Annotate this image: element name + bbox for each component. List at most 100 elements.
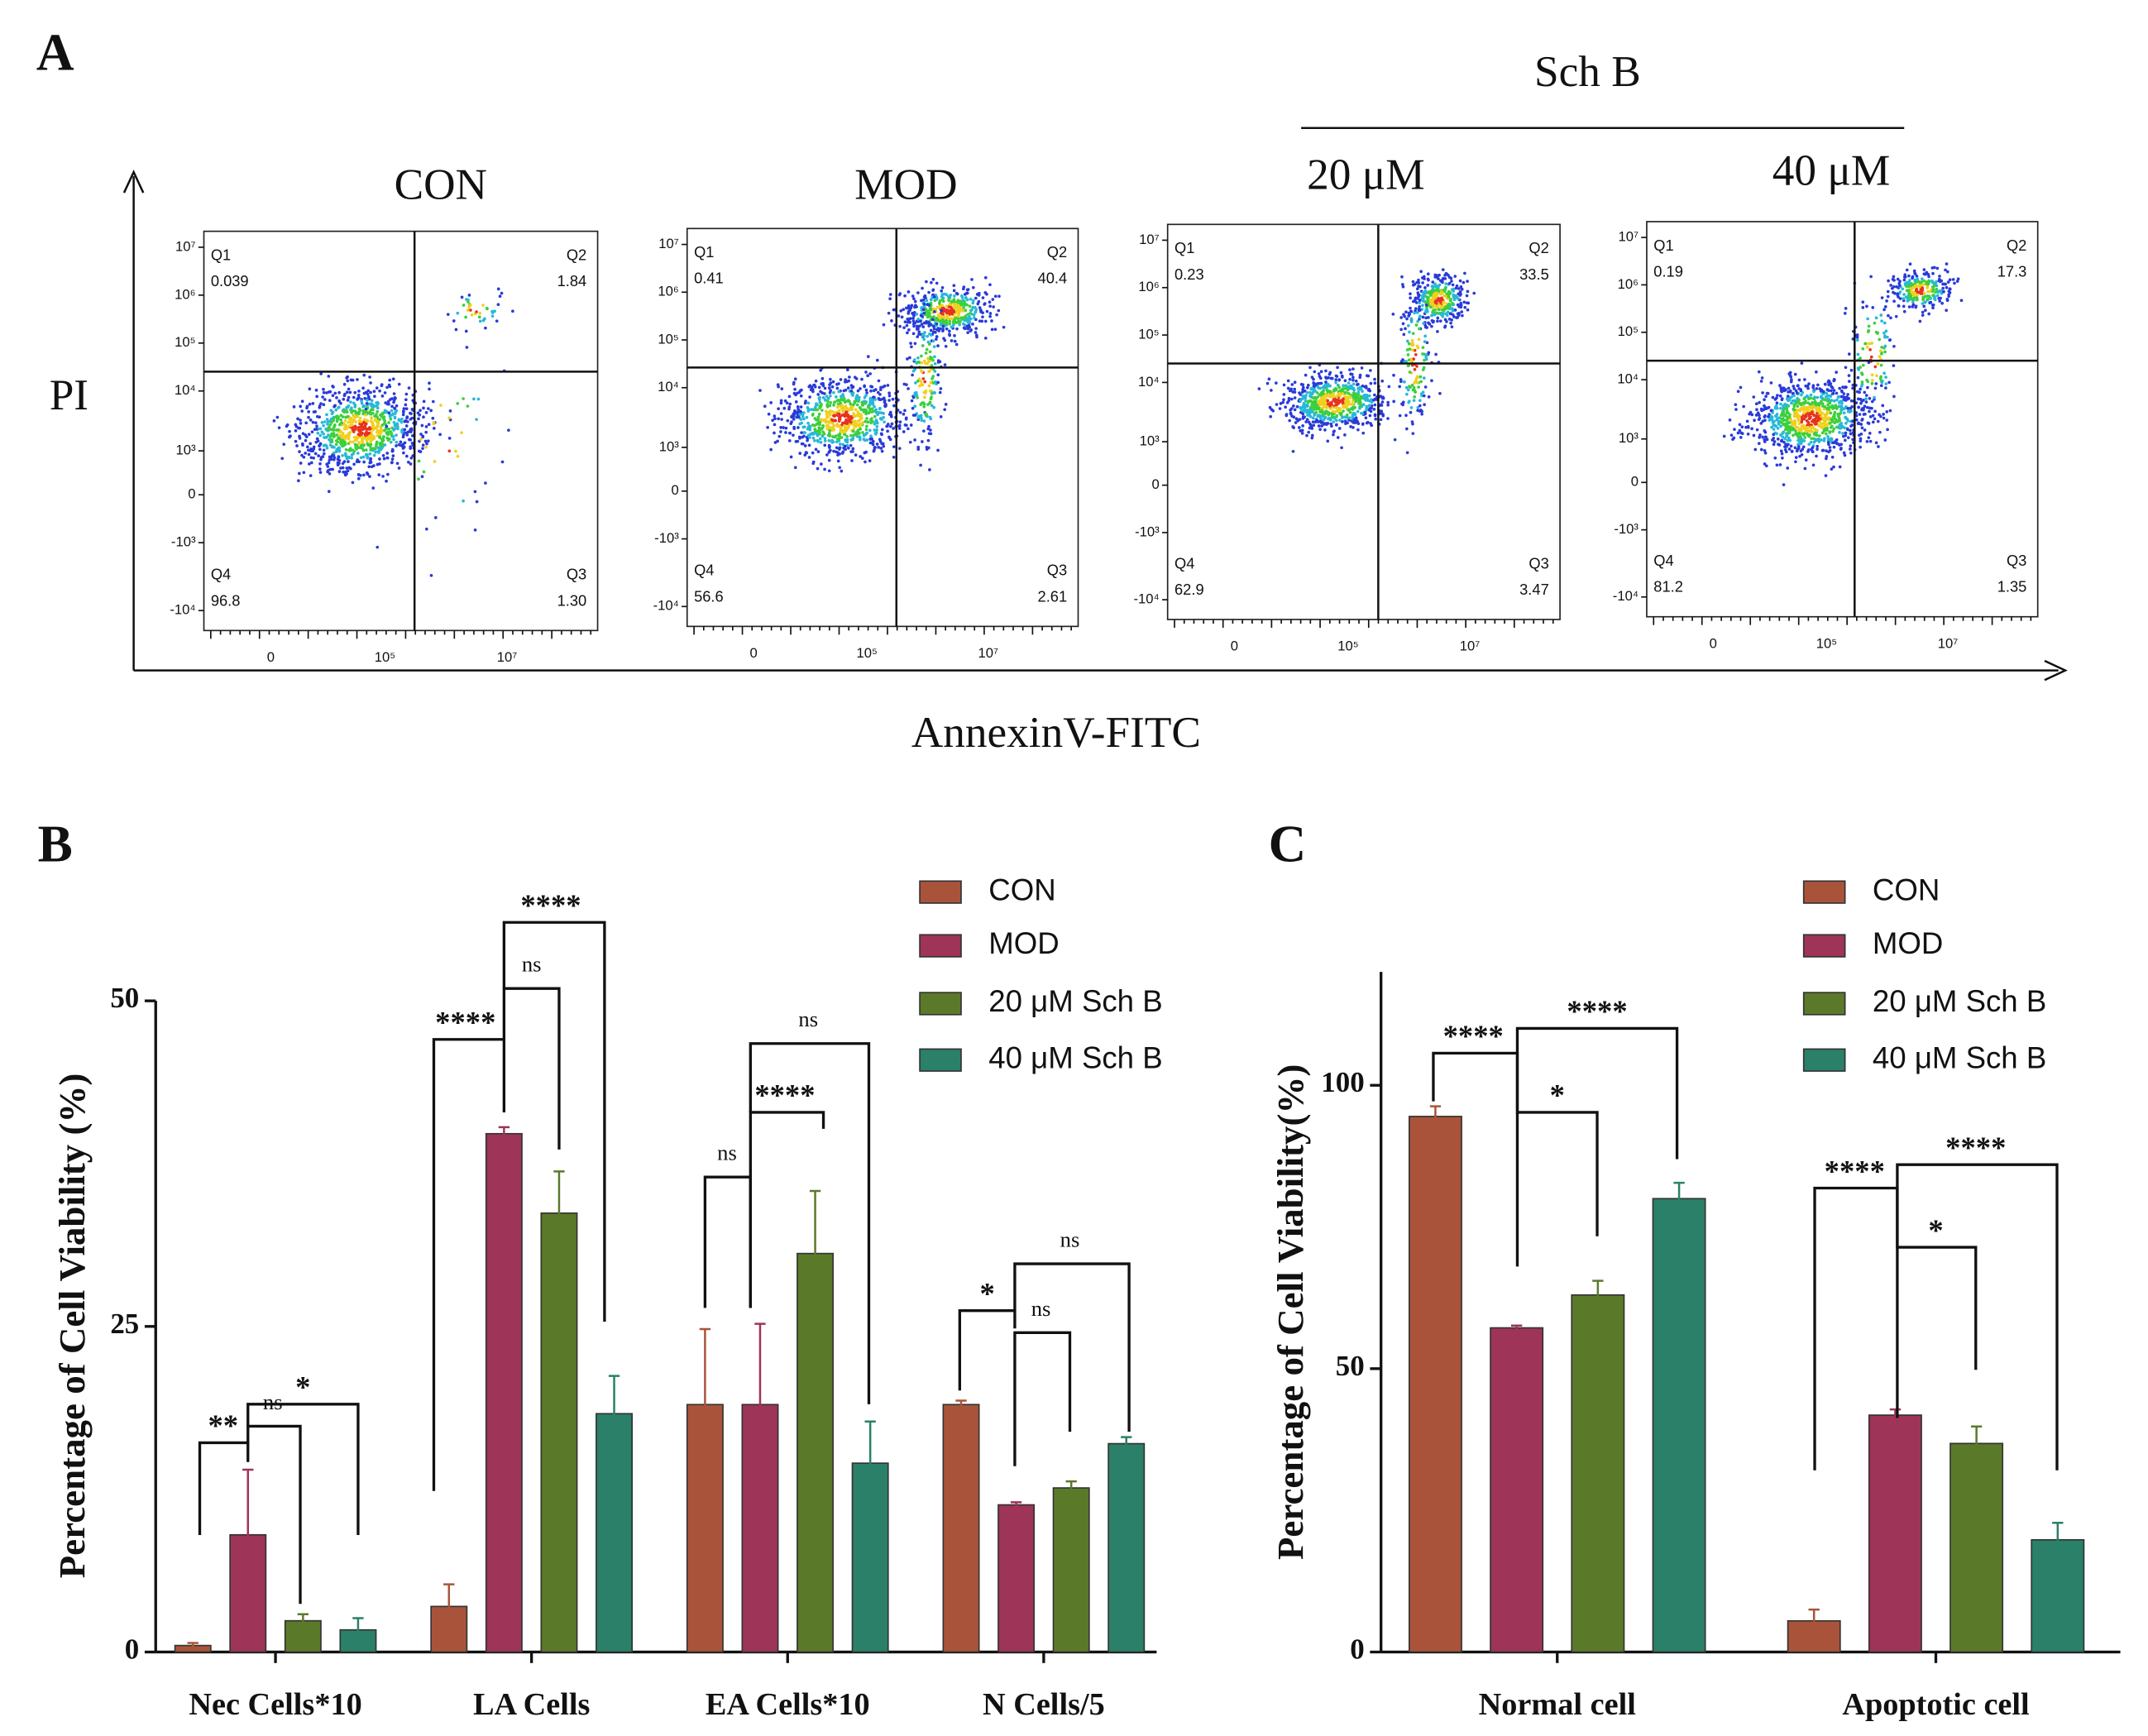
cell-dot — [930, 364, 934, 367]
cell-dot — [1419, 392, 1423, 396]
cell-dot — [1860, 418, 1863, 422]
cell-dot — [387, 427, 391, 431]
cell-dot — [818, 437, 822, 441]
cell-dot — [913, 438, 916, 442]
cell-dot — [1833, 399, 1836, 403]
cell-dot — [920, 418, 924, 423]
cell-dot — [922, 429, 926, 433]
cell-dot — [395, 461, 399, 466]
cell-dot — [1462, 300, 1466, 304]
cell-dot — [799, 405, 803, 409]
cell-dot — [1787, 436, 1791, 440]
cell-dot — [1786, 466, 1790, 470]
cell-dot — [847, 446, 850, 450]
cell-dot — [1921, 302, 1925, 305]
cell-dot — [1361, 390, 1364, 393]
cell-dot — [347, 448, 352, 452]
cell-dot — [431, 399, 435, 404]
y-tick-label: 10⁴ — [658, 379, 679, 395]
cell-dot — [1305, 390, 1309, 395]
cell-dot — [916, 361, 920, 364]
cell-dot — [399, 420, 404, 424]
cell-dot — [875, 442, 879, 446]
cell-dot — [915, 394, 919, 397]
cell-dot — [390, 397, 394, 400]
cell-dot — [1919, 292, 1923, 295]
cell-dot — [1865, 439, 1869, 443]
cell-dot — [1408, 330, 1411, 334]
cell-dot — [922, 305, 926, 308]
cell-dot — [835, 395, 838, 399]
cell-dot — [300, 399, 304, 404]
cell-dot — [1341, 420, 1344, 423]
cell-dot — [915, 313, 919, 316]
cell-dot — [345, 457, 349, 461]
cell-dot — [368, 475, 371, 478]
cell-dot — [1347, 403, 1351, 406]
cell-dot — [849, 443, 853, 447]
cell-dot — [1422, 376, 1426, 380]
x-tick-label: 10⁵ — [857, 645, 878, 661]
cell-dot — [800, 431, 803, 434]
quadrant-name: Q4 — [1174, 554, 1194, 571]
cell-dot — [840, 404, 844, 407]
cell-dot — [327, 490, 331, 494]
cell-dot — [333, 391, 337, 395]
cell-dot — [1323, 428, 1327, 432]
cell-dot — [332, 451, 336, 455]
cell-dot — [1364, 385, 1368, 388]
cell-dot — [385, 456, 390, 460]
cell-dot — [988, 314, 992, 318]
cell-dot — [1779, 433, 1782, 437]
cell-dot — [920, 354, 923, 358]
cell-dot — [935, 305, 940, 309]
cell-dot — [1835, 425, 1839, 429]
cell-dot — [1769, 381, 1773, 385]
cell-dot — [1337, 427, 1342, 430]
cell-dot — [847, 424, 851, 428]
cell-dot — [971, 305, 974, 309]
cell-dot — [1451, 309, 1455, 313]
cell-dot — [957, 317, 960, 321]
cell-dot — [1406, 364, 1410, 368]
cell-dot — [1348, 377, 1351, 381]
cell-dot — [956, 304, 960, 308]
cell-dot — [1404, 327, 1407, 331]
cell-dot — [1454, 286, 1458, 290]
cell-dot — [320, 421, 324, 424]
cell-dot — [800, 442, 804, 446]
cell-dot — [1866, 385, 1869, 390]
cell-dot — [361, 455, 366, 459]
cell-dot — [1449, 321, 1452, 325]
cell-dot — [907, 427, 910, 431]
cell-dot — [1765, 438, 1769, 442]
cell-dot — [484, 481, 487, 485]
cell-dot — [366, 395, 371, 399]
cell-dot — [929, 333, 933, 337]
cell-dot — [322, 443, 326, 447]
cell-dot — [368, 461, 372, 465]
y-tick-label: 10⁵ — [658, 331, 678, 347]
y-tick-label: 0 — [1151, 476, 1159, 492]
cell-dot — [1792, 403, 1796, 407]
cell-dot — [1882, 416, 1886, 420]
cell-dot — [1892, 291, 1897, 295]
cell-dot — [922, 419, 926, 423]
cell-dot — [929, 315, 932, 318]
cell-dot — [1824, 395, 1828, 399]
cell-dot — [357, 419, 361, 423]
cell-dot — [347, 387, 351, 391]
cell-dot — [348, 440, 352, 444]
cell-dot — [1799, 428, 1803, 432]
cell-dot — [344, 423, 348, 428]
cell-dot — [1408, 371, 1412, 374]
cell-dot — [1365, 409, 1368, 412]
cell-dot — [916, 291, 920, 294]
y-tick-label: 10⁶ — [1138, 279, 1159, 294]
cell-dot — [1430, 313, 1433, 318]
cell-dot — [821, 382, 825, 386]
cell-dot — [966, 313, 969, 317]
cell-dot — [1804, 384, 1808, 388]
cell-dot — [925, 347, 929, 352]
cell-dot — [1339, 371, 1343, 375]
